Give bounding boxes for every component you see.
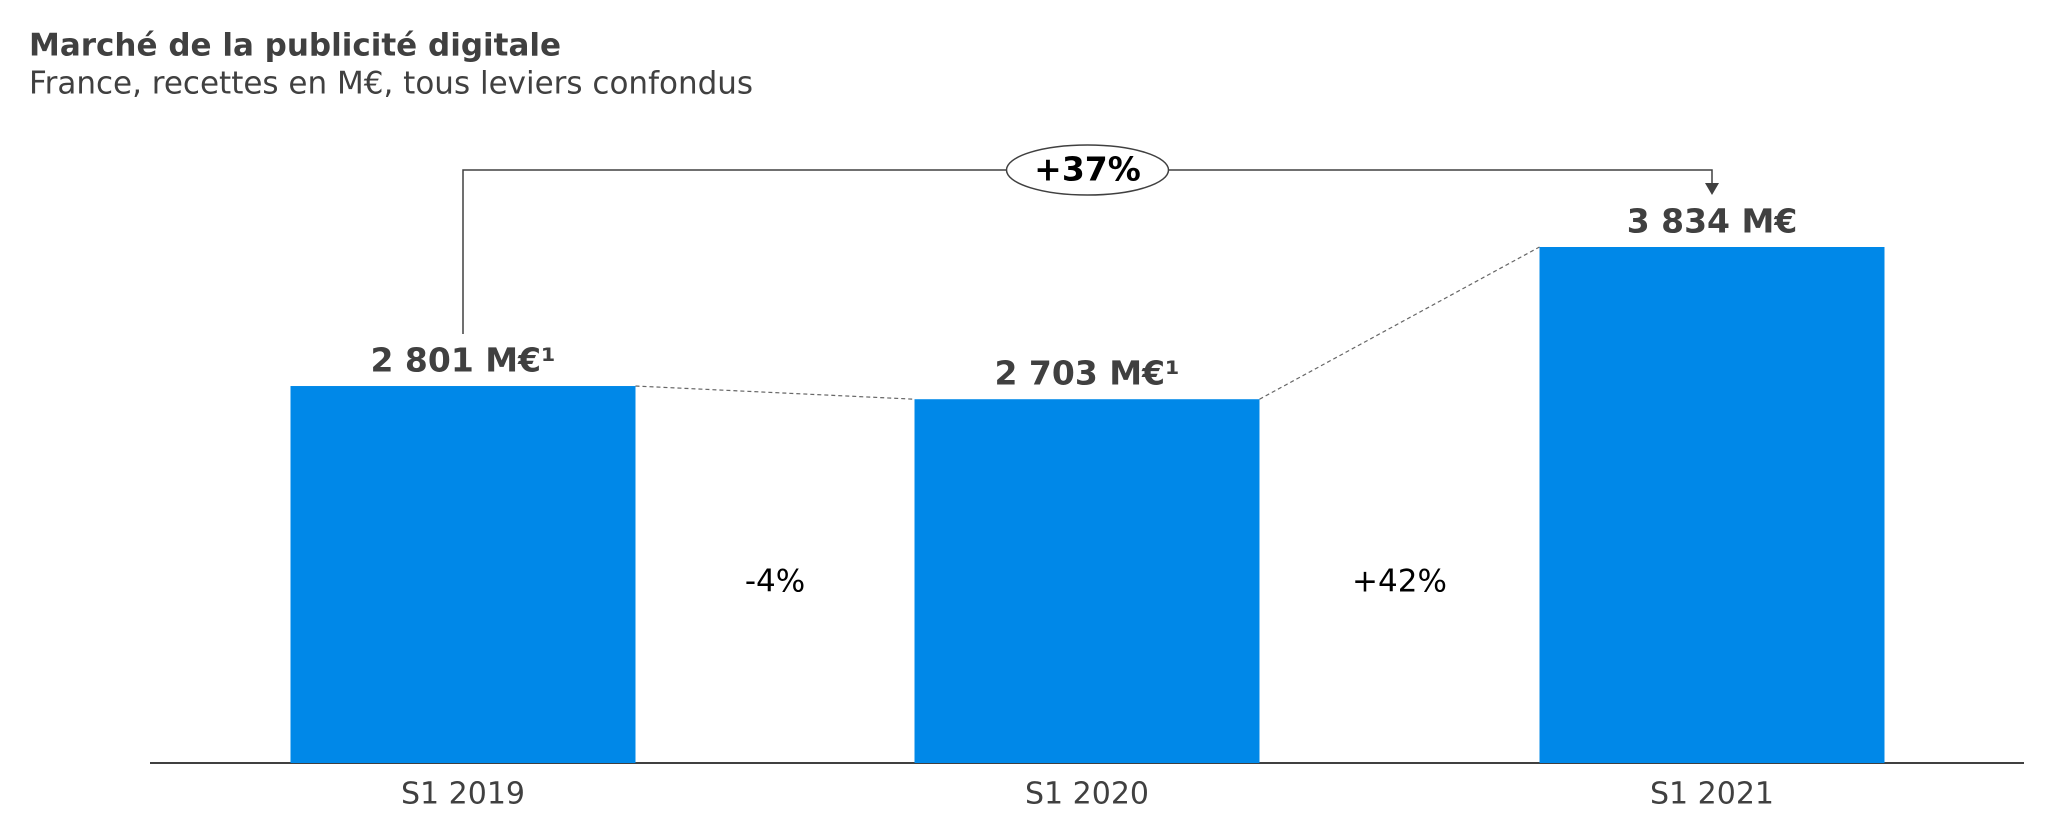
- connector: [635, 385, 915, 400]
- value-label: 2 703 M€¹: [994, 354, 1179, 393]
- value-label: 2 801 M€¹: [370, 341, 555, 380]
- bar: [1539, 247, 1885, 763]
- arrow-head: [1705, 183, 1719, 195]
- chart-title: Marché de la publicité digitale: [29, 28, 561, 64]
- x-tick-label: S1 2021: [1650, 777, 1774, 812]
- change-label: -4%: [745, 564, 805, 600]
- bar: [914, 399, 1260, 763]
- x-tick-label: S1 2020: [1025, 777, 1149, 812]
- chart-subtitle: France, recettes en M€, tous leviers con…: [29, 66, 753, 102]
- x-tick-label: S1 2019: [401, 777, 525, 812]
- connector: [1259, 246, 1540, 400]
- bar: [290, 386, 636, 763]
- value-label: 3 834 M€: [1627, 202, 1798, 241]
- change-label: +42%: [1352, 564, 1447, 600]
- total-change-bubble: [1005, 144, 1170, 196]
- total-change-label: +37%: [1034, 150, 1141, 189]
